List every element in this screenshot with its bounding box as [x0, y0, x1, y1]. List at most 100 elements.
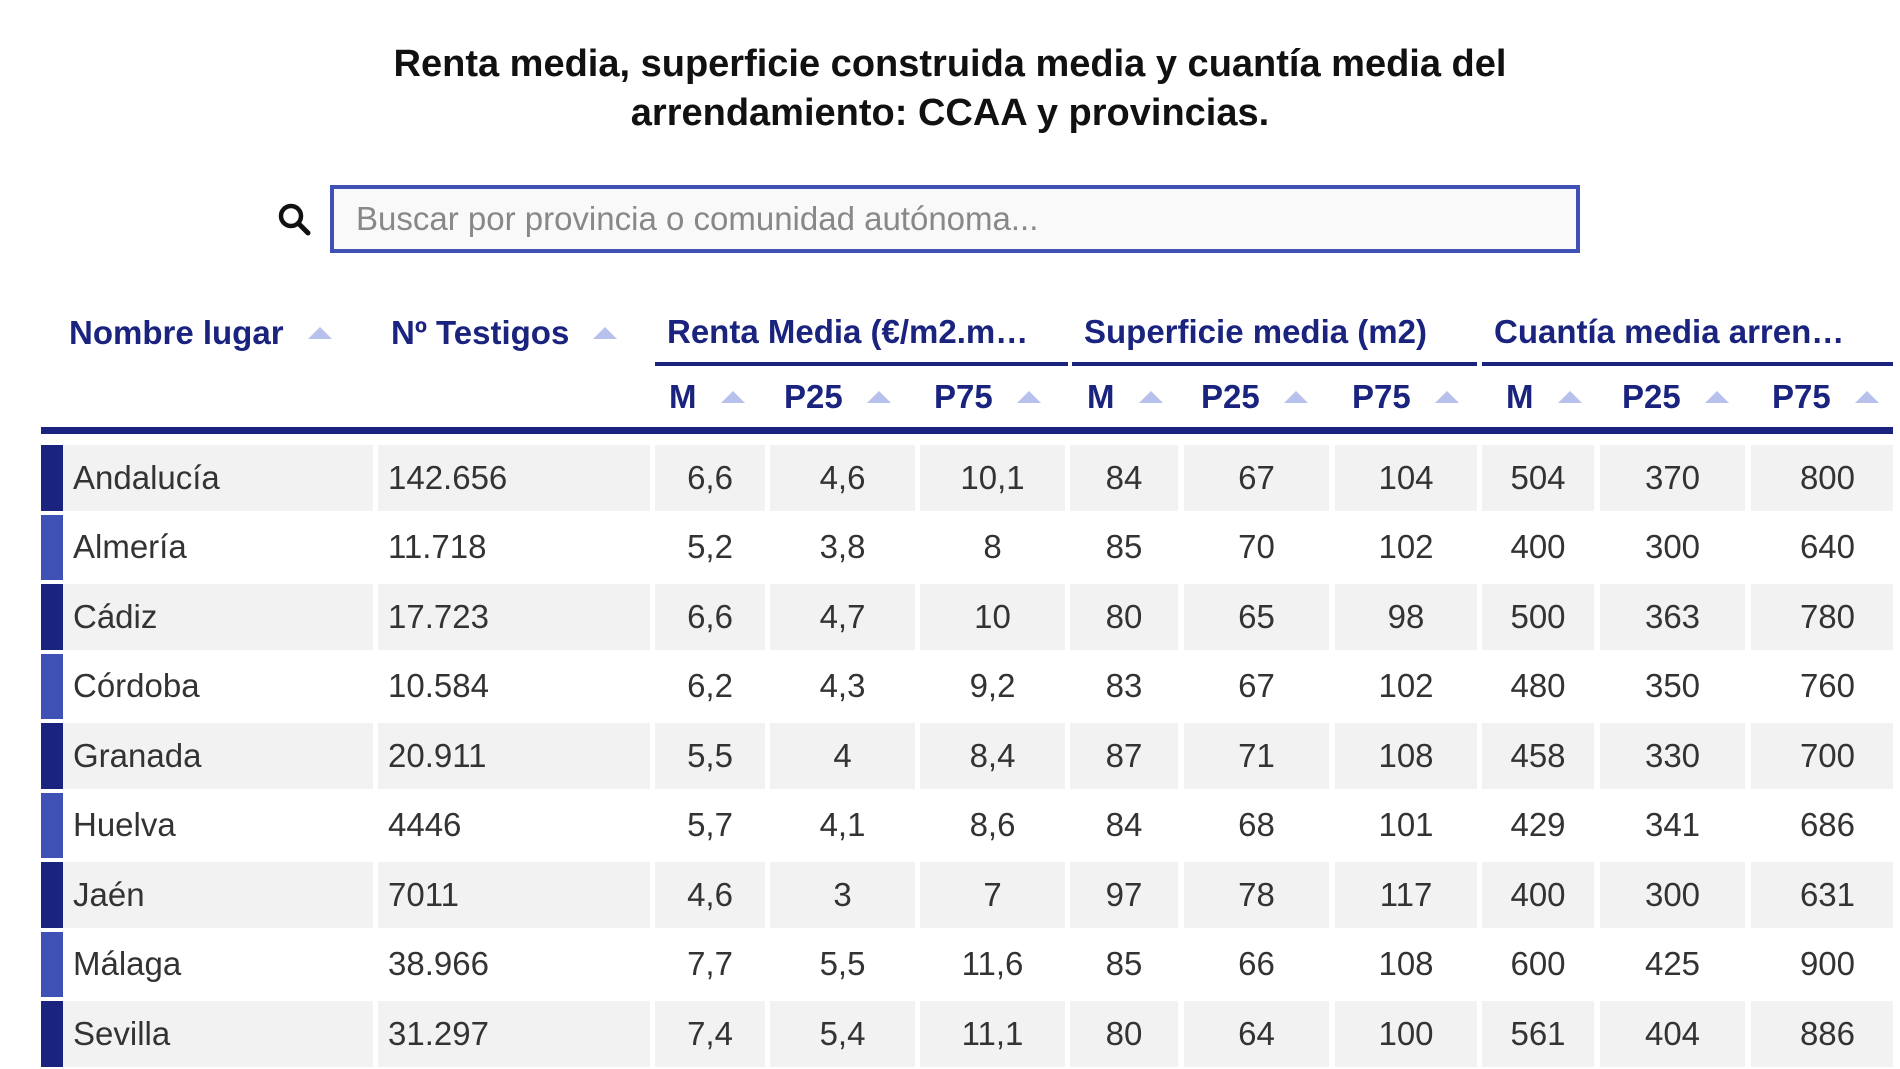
cell-renta-m: 6,6	[655, 584, 765, 650]
column-header-label: P25	[784, 378, 843, 415]
cell-renta-m: 5,7	[655, 792, 765, 858]
row-indicator-bar	[41, 723, 63, 789]
cell-nombre-lugar: Almería	[63, 514, 373, 580]
cell-cuantia-p75: 631	[1751, 862, 1893, 928]
sort-ascending-icon[interactable]	[1138, 391, 1163, 403]
table-row[interactable]: Huelva 4446 5,7 4,1 8,6 84 68 101 429 341 686	[41, 791, 1893, 861]
sort-ascending-icon[interactable]	[593, 327, 618, 339]
column-header-label: M	[669, 378, 697, 415]
cell-cuantia-p25: 363	[1600, 584, 1745, 650]
cell-renta-p75: 11,1	[920, 1001, 1065, 1067]
cell-cuantia-m: 561	[1482, 1001, 1594, 1067]
column-header-cuantia-p25[interactable]: P25	[1622, 377, 1729, 417]
row-indicator-bar	[41, 931, 63, 997]
cell-renta-m: 5,5	[655, 723, 765, 789]
header-divider	[41, 427, 1893, 434]
table-row[interactable]: Córdoba 10.584 6,2 4,3 9,2 83 67 102 480 350 760	[41, 652, 1893, 722]
cell-cuantia-p75: 800	[1751, 445, 1893, 511]
cell-testigos: 10.584	[378, 653, 650, 719]
cell-renta-m: 7,4	[655, 1001, 765, 1067]
cell-sup-m: 97	[1070, 862, 1178, 928]
column-header-nombre-lugar[interactable]: Nombre lugar	[69, 313, 332, 353]
cell-sup-m: 85	[1070, 514, 1178, 580]
column-header-renta-p75[interactable]: P75	[934, 377, 1041, 417]
cell-nombre-lugar: Andalucía	[63, 445, 373, 511]
sort-ascending-icon[interactable]	[1283, 391, 1308, 403]
sort-ascending-icon[interactable]	[1704, 391, 1729, 403]
table-row[interactable]: Granada 20.911 5,5 4 8,4 87 71 108 458 330 700	[41, 721, 1893, 791]
table-row[interactable]: Andalucía 142.656 6,6 4,6 10,1 84 67 104 504 370 8…	[41, 443, 1893, 513]
cell-renta-m: 6,2	[655, 653, 765, 719]
cell-sup-p75: 108	[1335, 723, 1477, 789]
table-row[interactable]: Málaga 38.966 7,7 5,5 11,6 85 66 108 600 425 900	[41, 930, 1893, 1000]
cell-cuantia-m: 400	[1482, 862, 1594, 928]
group-header-renta-media: Renta Media (€/m2.m…	[667, 313, 1029, 350]
column-header-sup-m[interactable]: M	[1087, 377, 1163, 417]
table-row[interactable]: Almería 11.718 5,2 3,8 8 85 70 102 400 300 640	[41, 513, 1893, 583]
group-underline	[1072, 362, 1477, 366]
cell-sup-p75: 102	[1335, 514, 1477, 580]
column-header-testigos[interactable]: Nº Testigos	[391, 313, 618, 353]
cell-sup-m: 87	[1070, 723, 1178, 789]
cell-cuantia-m: 480	[1482, 653, 1594, 719]
sort-ascending-icon[interactable]	[307, 327, 332, 339]
sort-ascending-icon[interactable]	[1557, 391, 1582, 403]
cell-sup-p75: 100	[1335, 1001, 1477, 1067]
cell-cuantia-p25: 300	[1600, 862, 1745, 928]
cell-renta-p25: 3,8	[770, 514, 915, 580]
search-bar	[275, 185, 1585, 255]
column-header-cuantia-p75[interactable]: P75	[1772, 377, 1879, 417]
column-header-cuantia-m[interactable]: M	[1506, 377, 1582, 417]
table-row[interactable]: Cádiz 17.723 6,6 4,7 10 80 65 98 500 363 780	[41, 582, 1893, 652]
cell-testigos: 142.656	[378, 445, 650, 511]
column-header-renta-m[interactable]: M	[669, 377, 745, 417]
cell-cuantia-p75: 686	[1751, 792, 1893, 858]
search-icon	[275, 200, 315, 240]
column-header-label: P75	[934, 378, 993, 415]
row-indicator-bar	[41, 514, 63, 580]
column-header-label: M	[1506, 378, 1534, 415]
cell-renta-m: 4,6	[655, 862, 765, 928]
cell-cuantia-m: 504	[1482, 445, 1594, 511]
cell-cuantia-p75: 780	[1751, 584, 1893, 650]
column-header-sup-p25[interactable]: P25	[1201, 377, 1308, 417]
table-row[interactable]: Sevilla 31.297 7,4 5,4 11,1 80 64 100 561 404 886	[41, 999, 1893, 1069]
sort-ascending-icon[interactable]	[1854, 391, 1879, 403]
cell-renta-p25: 5,5	[770, 931, 915, 997]
cell-cuantia-p75: 900	[1751, 931, 1893, 997]
group-underline	[1482, 362, 1893, 366]
cell-testigos: 7011	[378, 862, 650, 928]
sort-ascending-icon[interactable]	[1434, 391, 1459, 403]
search-input[interactable]	[330, 185, 1580, 253]
cell-cuantia-p25: 341	[1600, 792, 1745, 858]
cell-sup-p25: 70	[1184, 514, 1329, 580]
cell-renta-m: 6,6	[655, 445, 765, 511]
cell-sup-p25: 68	[1184, 792, 1329, 858]
cell-renta-p75: 9,2	[920, 653, 1065, 719]
column-header-sup-p75[interactable]: P75	[1352, 377, 1459, 417]
column-header-label: Nº Testigos	[391, 314, 570, 351]
table-header: Nombre lugar Nº Testigos Renta Media (€/…	[41, 300, 1893, 435]
table-row[interactable]: Jaén 7011 4,6 3 7 97 78 117 400 300 631	[41, 860, 1893, 930]
cell-nombre-lugar: Málaga	[63, 931, 373, 997]
cell-sup-p75: 98	[1335, 584, 1477, 650]
cell-cuantia-p75: 886	[1751, 1001, 1893, 1067]
cell-renta-p75: 8	[920, 514, 1065, 580]
cell-sup-p75: 108	[1335, 931, 1477, 997]
sort-ascending-icon[interactable]	[1016, 391, 1041, 403]
cell-renta-p25: 4	[770, 723, 915, 789]
column-header-label: P25	[1201, 378, 1260, 415]
sort-ascending-icon[interactable]	[720, 391, 745, 403]
cell-sup-p25: 64	[1184, 1001, 1329, 1067]
row-indicator-bar	[41, 862, 63, 928]
column-header-renta-p25[interactable]: P25	[784, 377, 891, 417]
column-header-label: M	[1087, 378, 1115, 415]
group-header-cuantia-media: Cuantía media arren…	[1494, 313, 1845, 350]
column-header-label: P75	[1772, 378, 1831, 415]
cell-cuantia-m: 400	[1482, 514, 1594, 580]
cell-sup-p25: 78	[1184, 862, 1329, 928]
cell-nombre-lugar: Córdoba	[63, 653, 373, 719]
cell-testigos: 38.966	[378, 931, 650, 997]
title-line-2: arrendamiento: CCAA y provincias.	[630, 92, 1270, 134]
sort-ascending-icon[interactable]	[866, 391, 891, 403]
